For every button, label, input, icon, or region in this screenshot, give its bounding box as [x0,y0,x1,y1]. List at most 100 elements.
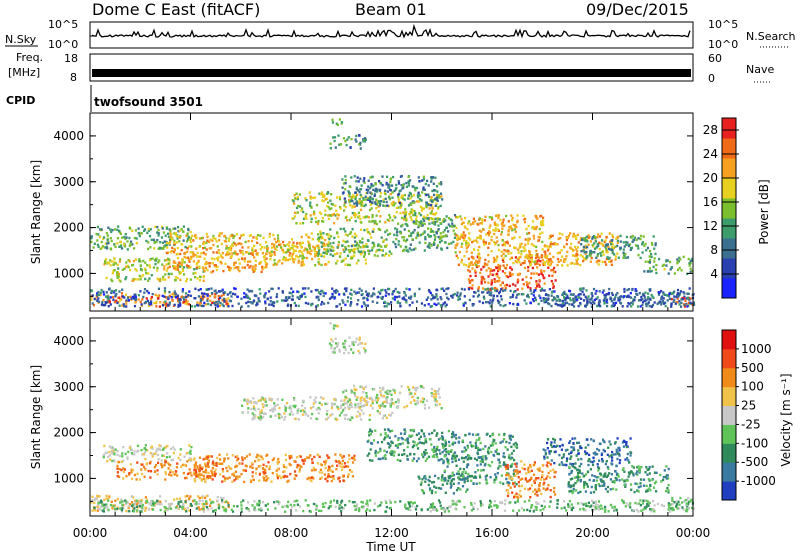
echo-cell [515,296,518,299]
echo-cell [327,217,331,221]
echo-cell [192,272,195,275]
echo-cell [192,255,195,258]
echo-cell [358,202,361,205]
echo-cell [631,303,634,306]
echo-cell [97,500,100,503]
echo-cell [97,505,100,508]
echo-cell [407,175,410,178]
echo-cell [285,296,288,299]
echo-cell [243,457,247,460]
echo-cell [221,480,224,483]
echo-cell [538,227,541,231]
echo-cell [280,476,283,480]
echo-cell [140,468,143,471]
echo-cell [563,260,566,263]
echo-cell [256,252,259,255]
echo-cell [155,305,158,308]
echo-cell [453,214,457,217]
echo-cell [619,298,622,301]
echo-cell [308,251,311,254]
echo-cell [375,222,379,226]
echo-cell [431,293,434,297]
echo-cell [573,254,576,258]
echo-cell [174,267,177,270]
echo-cell [508,244,511,247]
echo-cell [173,498,176,501]
echo-cell [195,266,198,269]
echo-cell [636,305,640,308]
echo-cell [294,304,297,307]
echo-cell [345,248,348,251]
echo-cell [375,203,379,206]
echo-cell [358,414,361,418]
echo-cell [396,228,399,231]
echo-cell [237,258,240,261]
echo-cell [517,303,520,306]
echo-cell [514,260,517,263]
echo-cell [165,241,169,245]
echo-cell [114,245,117,249]
echo-cell [402,296,405,299]
echo-cell [472,217,475,220]
echo-cell [523,266,527,270]
echo-cell [389,414,392,417]
echo-cell [399,232,402,235]
echo-cell [282,470,285,474]
echo-cell [271,458,274,462]
echo-cell [305,212,308,216]
echo-cell [391,191,394,194]
echo-cell [430,180,433,183]
echo-cell [616,241,619,244]
echo-cell [178,497,182,500]
echo-cell [556,252,559,255]
echo-cell [540,269,543,272]
echo-cell [528,255,531,259]
echo-cell [676,293,679,297]
echo-cell [629,291,632,295]
echo-cell [226,469,229,473]
echo-cell [594,240,598,243]
echo-cell [163,289,167,293]
echo-cell [349,231,353,234]
echo-cell [492,294,495,297]
echo-cell [322,200,325,203]
echo-cell [279,246,282,249]
echo-cell [552,286,555,289]
echo-cell [401,236,404,239]
echo-cell [431,189,434,193]
echo-cell [639,305,642,308]
echo-cell [352,456,355,459]
echo-cell [219,458,222,461]
echo-cell [636,244,639,248]
echo-cell [93,501,96,504]
echo-cell [203,292,206,295]
echo-cell [303,292,306,295]
echo-cell [480,268,483,271]
echo-cell [409,243,412,246]
echo-cell [473,220,477,223]
echo-cell [241,462,244,465]
echo-cell [467,278,470,281]
echo-cell [407,385,410,389]
echo-cell [140,268,143,272]
echo-cell [592,287,596,291]
echo-cell [677,260,680,263]
echo-cell [173,239,176,243]
echo-cell [477,265,480,268]
echo-cell [374,183,377,186]
echo-cell [308,244,311,248]
echo-cell [411,395,414,399]
echo-cell [442,220,445,223]
echo-cell [477,287,480,290]
echo-cell [216,259,220,262]
echo-cell [179,302,182,305]
echo-cell [606,256,609,259]
echo-cell [575,248,578,251]
echo-cell [411,238,414,241]
echo-cell [177,303,180,307]
echo-cell [241,257,244,261]
freq-trace [92,69,691,77]
echo-cell [596,296,599,299]
echo-cell [409,202,412,205]
echo-cell [347,460,350,464]
